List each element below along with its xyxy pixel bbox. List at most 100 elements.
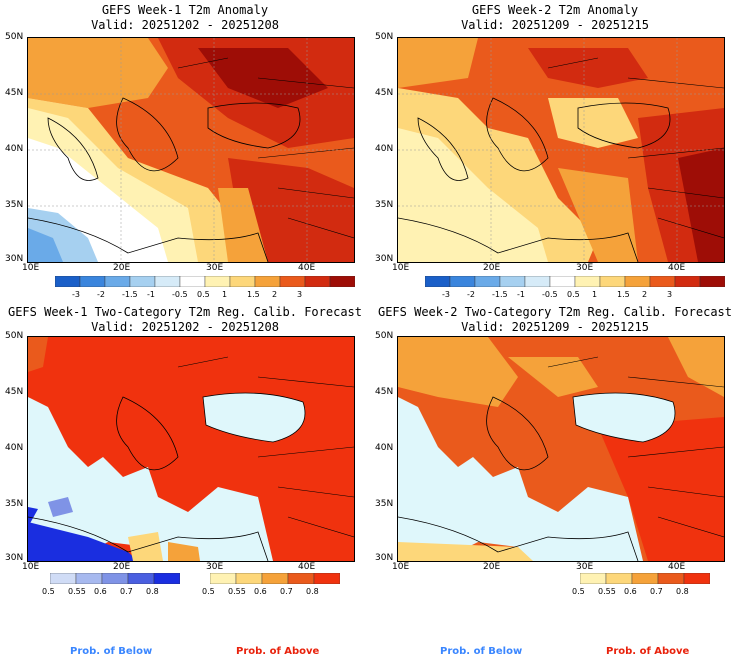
panel-title: GEFS Week-2 T2m Anomaly [471, 3, 639, 17]
anomaly-colorbar-swatch-4 [154, 276, 181, 287]
lat-label-50n: 50N [5, 331, 24, 341]
anomaly-colorbar-tick-label: 2 [272, 290, 278, 299]
anomaly-colorbar-swatch-8 [624, 276, 651, 287]
prob-above-colorbar-swatch-1 [605, 573, 633, 584]
anomaly-colorbar-swatch-11 [329, 276, 355, 287]
lat-label-50n: 50N [375, 331, 394, 341]
lon-label-20e: 20E [483, 263, 501, 273]
prob-above-colorbar-tick-label: 0.8 [306, 587, 319, 596]
anomaly-colorbar-tick-label: 1 [222, 290, 228, 299]
anomaly-colorbar-swatch-1 [79, 276, 106, 287]
lat-label-40n: 40N [5, 443, 24, 453]
anomaly-colorbar-swatch-6 [574, 276, 601, 287]
prob-above-colorbar-week1 [210, 573, 340, 584]
panel-week2-anomaly: GEFS Week-2 T2m Anomaly Valid: 20251209 … [370, 0, 740, 300]
prob-above-colorbar-swatch-2 [261, 573, 289, 584]
anomaly-colorbar-tick-label: -3 [72, 290, 80, 299]
prob-above-colorbar-swatch-1 [235, 573, 263, 584]
prob-below-colorbar-swatch-0 [50, 573, 77, 584]
anomaly-colorbar-swatch-9 [279, 276, 306, 287]
anomaly-colorbar-week1 [55, 276, 355, 287]
prob-below-colorbar-tick-label: 0.8 [146, 587, 159, 596]
lat-label-40n: 40N [5, 144, 24, 154]
anomaly-colorbar-swatch-1 [449, 276, 476, 287]
lat-label-30n: 30N [5, 553, 24, 563]
anomaly-colorbar-swatch-8 [254, 276, 281, 287]
lon-label-30e: 30E [576, 263, 594, 273]
anomaly-colorbar-swatch-9 [649, 276, 676, 287]
anomaly-map-week1 [27, 37, 355, 263]
probability-map-week2 [397, 336, 725, 562]
prob-above-label: Prob. of Above [606, 646, 690, 657]
anomaly-colorbar-tick-label: 3 [297, 290, 303, 299]
anomaly-colorbar-tick-label: 0.5 [197, 290, 210, 299]
anomaly-colorbar-swatch-4 [524, 276, 551, 287]
prob-above-colorbar-week2 [580, 573, 710, 584]
anomaly-colorbar-tick-label: -2 [467, 290, 475, 299]
prob-above-colorbar-tick-label: 0.6 [624, 587, 637, 596]
anomaly-colorbar-tick-label: 1 [592, 290, 598, 299]
prob-below-colorbar-tick-label: 0.6 [94, 587, 107, 596]
prob-above-colorbar-swatch-3 [287, 573, 315, 584]
prob-above-colorbar-swatch-4 [313, 573, 340, 584]
prob-above-colorbar-tick-label: 0.5 [202, 587, 215, 596]
anomaly-colorbar-swatch-3 [129, 276, 156, 287]
anomaly-colorbar-week2 [425, 276, 725, 287]
prob-below-colorbar-tick-label: 0.7 [120, 587, 133, 596]
prob-below-colorbar-swatch-3 [127, 573, 155, 584]
lon-label-20e: 20E [113, 562, 131, 572]
lon-label-10e: 10E [22, 263, 40, 273]
lat-label-40n: 40N [375, 144, 394, 154]
prob-above-colorbar-tick-label: 0.55 [598, 587, 616, 596]
panel-week2-probability: GEFS Week-2 Two-Category T2m Reg. Calib.… [370, 300, 740, 662]
lon-label-20e: 20E [483, 562, 501, 572]
panel-title: GEFS Week-1 T2m Anomaly [101, 3, 269, 17]
anomaly-colorbar-swatch-2 [104, 276, 131, 287]
prob-above-colorbar-tick-label: 0.5 [572, 587, 585, 596]
anomaly-colorbar-tick-label: -0.5 [172, 290, 188, 299]
lon-label-40e: 40E [298, 562, 316, 572]
lat-label-30n: 30N [5, 254, 24, 264]
lon-label-40e: 40E [298, 263, 316, 273]
prob-below-colorbar-tick-label: 0.5 [42, 587, 55, 596]
anomaly-colorbar-swatch-6 [204, 276, 231, 287]
anomaly-colorbar-tick-label: 0.5 [567, 290, 580, 299]
panel-subtitle: Valid: 20251202 - 20251208 [91, 320, 279, 334]
anomaly-colorbar-swatch-5 [549, 276, 576, 287]
probability-map-week1 [27, 336, 355, 562]
anomaly-colorbar-swatch-2 [474, 276, 501, 287]
lat-label-45n: 45N [375, 387, 394, 397]
prob-below-colorbar-swatch-4 [153, 573, 180, 584]
anomaly-colorbar-tick-label: -1 [517, 290, 525, 299]
lon-label-10e: 10E [22, 562, 40, 572]
lon-label-10e: 10E [392, 562, 410, 572]
anomaly-colorbar-swatch-7 [599, 276, 626, 287]
panel-subtitle: Valid: 20251209 - 20251215 [461, 18, 649, 32]
anomaly-colorbar-tick-label: 1.5 [617, 290, 630, 299]
anomaly-colorbar-tick-label: -3 [442, 290, 450, 299]
lon-label-40e: 40E [668, 263, 686, 273]
anomaly-colorbar-swatch-0 [55, 276, 81, 287]
anomaly-colorbar-tick-label: -1.5 [492, 290, 508, 299]
anomaly-colorbar-swatch-5 [179, 276, 206, 287]
lat-label-45n: 45N [375, 88, 394, 98]
prob-above-colorbar-tick-label: 0.6 [254, 587, 267, 596]
anomaly-colorbar-swatch-3 [499, 276, 526, 287]
panel-subtitle: Valid: 20251202 - 20251208 [91, 18, 279, 32]
lat-label-45n: 45N [5, 387, 24, 397]
lon-label-40e: 40E [668, 562, 686, 572]
lat-label-50n: 50N [5, 32, 24, 42]
anomaly-colorbar-swatch-7 [229, 276, 256, 287]
lon-label-10e: 10E [392, 263, 410, 273]
prob-below-colorbar-swatch-2 [101, 573, 129, 584]
prob-above-colorbar-swatch-0 [210, 573, 237, 584]
prob-below-label: Prob. of Below [70, 646, 153, 657]
prob-above-colorbar-swatch-2 [631, 573, 659, 584]
lat-label-35n: 35N [5, 200, 24, 210]
anomaly-colorbar-tick-label: -0.5 [542, 290, 558, 299]
panel-title: GEFS Week-2 Two-Category T2m Reg. Calib.… [377, 305, 732, 319]
anomaly-colorbar-tick-label: 1.5 [247, 290, 260, 299]
panel-subtitle: Valid: 20251209 - 20251215 [461, 320, 649, 334]
prob-above-colorbar-tick-label: 0.7 [650, 587, 663, 596]
prob-above-label: Prob. of Above [236, 646, 320, 657]
